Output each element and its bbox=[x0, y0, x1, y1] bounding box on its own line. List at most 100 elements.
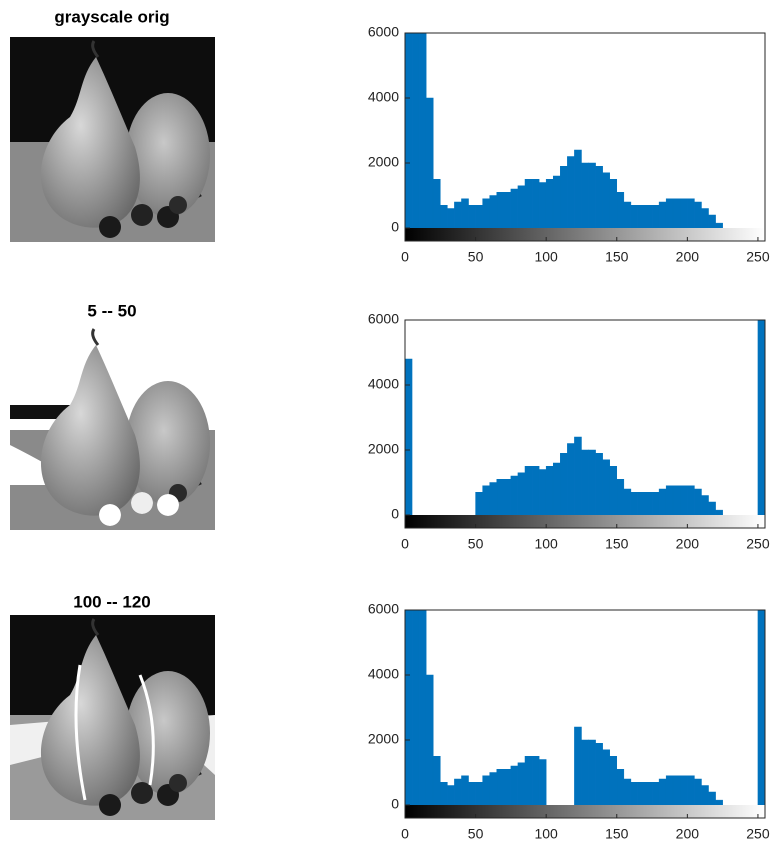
histogram-bar bbox=[525, 466, 532, 515]
histogram-bar bbox=[419, 33, 426, 228]
histogram-bar bbox=[504, 769, 511, 805]
x-tick-label: 200 bbox=[676, 826, 700, 842]
y-tick-label: 0 bbox=[391, 506, 399, 522]
histogram-bar bbox=[426, 98, 433, 228]
histogram-bar bbox=[610, 466, 617, 515]
x-tick-label: 200 bbox=[676, 536, 700, 552]
x-tick-label: 250 bbox=[746, 249, 770, 265]
y-tick-label: 4000 bbox=[368, 89, 399, 105]
x-tick-label: 250 bbox=[746, 536, 770, 552]
x-tick-label: 50 bbox=[468, 536, 484, 552]
histogram-bar bbox=[490, 773, 497, 806]
image-title: 100 -- 120 bbox=[73, 592, 151, 611]
histogram-bar bbox=[433, 756, 440, 805]
x-tick-label: 200 bbox=[676, 249, 700, 265]
histogram-bar bbox=[589, 450, 596, 515]
histogram-bar bbox=[504, 479, 511, 515]
histogram-bar bbox=[680, 776, 687, 805]
histogram-bar bbox=[581, 740, 588, 805]
histogram-bar bbox=[694, 489, 701, 515]
histogram-bar bbox=[539, 760, 546, 806]
histogram-bar bbox=[476, 492, 483, 515]
histogram-bar bbox=[652, 492, 659, 515]
histogram-bar bbox=[716, 510, 723, 515]
histogram-bar bbox=[701, 209, 708, 229]
histogram-bar bbox=[504, 192, 511, 228]
histogram-bar bbox=[511, 476, 518, 515]
histogram-bar bbox=[497, 192, 504, 228]
x-tick-label: 150 bbox=[605, 826, 629, 842]
histogram-bar bbox=[645, 492, 652, 515]
histogram-bar bbox=[483, 486, 490, 515]
y-tick-label: 6000 bbox=[368, 24, 399, 40]
histogram-bar bbox=[610, 179, 617, 228]
image bbox=[10, 325, 215, 530]
histogram-bar bbox=[405, 33, 412, 228]
x-tick-label: 0 bbox=[401, 249, 409, 265]
histogram-bar bbox=[589, 740, 596, 805]
histogram-bar bbox=[574, 437, 581, 515]
x-tick-label: 100 bbox=[534, 249, 558, 265]
histogram-bar bbox=[666, 486, 673, 515]
histogram-bar bbox=[469, 782, 476, 805]
histogram-bar bbox=[624, 779, 631, 805]
histogram-bar bbox=[440, 782, 447, 805]
x-tick-label: 100 bbox=[534, 536, 558, 552]
histogram-bar bbox=[497, 769, 504, 805]
histogram-bar bbox=[617, 192, 624, 228]
histogram-bar bbox=[581, 163, 588, 228]
histogram-bar bbox=[440, 205, 447, 228]
histogram-bar bbox=[631, 492, 638, 515]
histogram-bar bbox=[673, 776, 680, 805]
histogram-bar bbox=[617, 769, 624, 805]
x-tick-label: 0 bbox=[401, 826, 409, 842]
plot-area bbox=[405, 610, 765, 805]
histogram-bar bbox=[589, 163, 596, 228]
y-tick-label: 4000 bbox=[368, 666, 399, 682]
histogram-bar bbox=[476, 205, 483, 228]
histogram-bar bbox=[433, 179, 440, 228]
histogram-bar bbox=[687, 486, 694, 515]
x-tick-label: 150 bbox=[605, 249, 629, 265]
histogram-bar bbox=[680, 199, 687, 228]
y-tick-label: 2000 bbox=[368, 154, 399, 170]
histogram-bar bbox=[701, 786, 708, 806]
histogram-bar bbox=[483, 199, 490, 228]
y-tick-label: 0 bbox=[391, 796, 399, 812]
histogram-bar bbox=[603, 173, 610, 228]
histogram-bar bbox=[532, 466, 539, 515]
histogram-bar bbox=[560, 166, 567, 228]
x-tick-label: 100 bbox=[534, 826, 558, 842]
histogram-bar bbox=[709, 215, 716, 228]
y-tick-label: 6000 bbox=[368, 601, 399, 617]
histogram-bar bbox=[532, 756, 539, 805]
histogram-bar bbox=[511, 189, 518, 228]
image bbox=[10, 37, 215, 242]
histogram-bar bbox=[546, 466, 553, 515]
colorbar bbox=[405, 515, 765, 528]
histogram-bar bbox=[617, 479, 624, 515]
histogram-bar bbox=[624, 202, 631, 228]
histogram-bar bbox=[525, 179, 532, 228]
figure: grayscale orig 5 -- 50 100 -- 120 020004… bbox=[0, 0, 780, 844]
histogram-bar bbox=[483, 776, 490, 805]
histogram-bar bbox=[532, 179, 539, 228]
histogram-bar bbox=[645, 205, 652, 228]
histogram-bar bbox=[596, 743, 603, 805]
histogram-bar bbox=[567, 444, 574, 516]
histogram-bar bbox=[490, 483, 497, 516]
histogram-bar bbox=[687, 776, 694, 805]
histogram-bar bbox=[518, 473, 525, 515]
histogram-bar bbox=[610, 756, 617, 805]
histogram-bar bbox=[581, 450, 588, 515]
histogram-bar bbox=[476, 782, 483, 805]
x-tick-label: 150 bbox=[605, 536, 629, 552]
histogram-bar bbox=[694, 779, 701, 805]
histogram-bar bbox=[567, 157, 574, 229]
histogram-bar bbox=[574, 150, 581, 228]
histogram-bar bbox=[518, 763, 525, 805]
histogram-bar bbox=[694, 202, 701, 228]
histogram-bar bbox=[758, 320, 765, 515]
histogram-bar bbox=[518, 186, 525, 228]
histogram-bar bbox=[603, 750, 610, 805]
